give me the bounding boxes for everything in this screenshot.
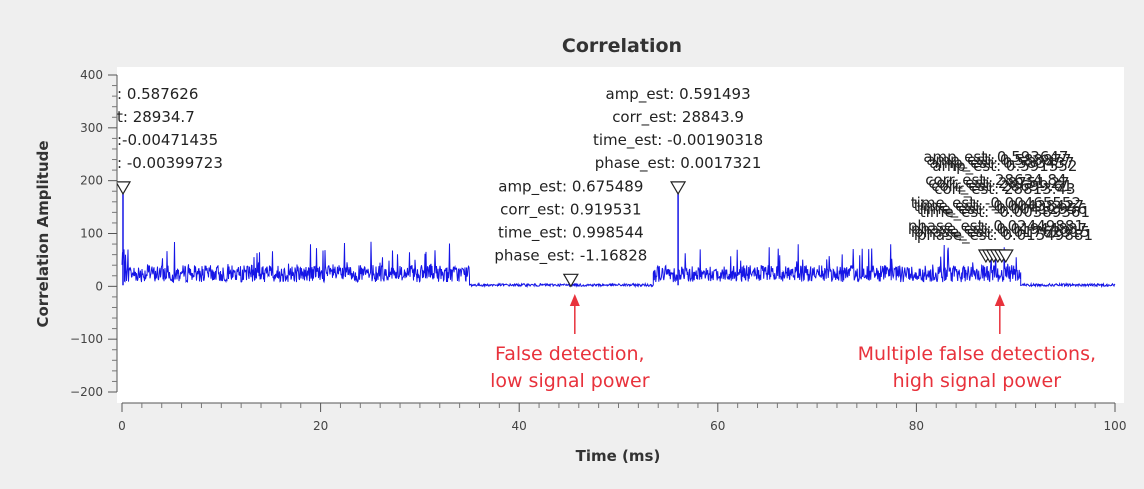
y-tick-label: 200 — [80, 174, 103, 188]
marker-label-line: amp_est: 0.675489 — [498, 177, 643, 196]
y-tick-label: 400 — [80, 68, 103, 82]
y-tick-label: 0 — [95, 279, 103, 293]
correlation-series-line — [121, 241, 1116, 289]
cluster-label-line: phase_est: 0.01549881 — [917, 226, 1093, 245]
detection-markers — [116, 181, 687, 288]
annotation-text: high signal power — [893, 370, 1062, 392]
cluster-label-line: time_est: -0.00438427 — [914, 197, 1084, 216]
detection-marker[interactable] — [116, 181, 132, 196]
y-tick-label: −200 — [70, 385, 103, 399]
marker-label-line: phase_est: -1.16828 — [494, 246, 647, 265]
cluster-marker[interactable] — [997, 249, 1014, 264]
y-tick-label: 100 — [80, 227, 103, 241]
cluster-label-line: amp_est: 0.583437 — [929, 154, 1074, 173]
marker-label-line: time_est: 0.998544 — [498, 223, 644, 242]
cluster-label-line: time_est: -0.00412956 — [917, 200, 1087, 219]
annotation-text: Multiple false detections, — [858, 343, 1096, 365]
x-tick-label: 40 — [512, 419, 527, 433]
marker-label-line: corr_est: 28843.9 — [612, 108, 744, 127]
detection-cluster: amp_est: 0.593647 corr_est: 28634.84 time_… — [908, 148, 1093, 264]
y-tick-label: 300 — [80, 121, 103, 135]
cluster-label-line: phase_est: 0.01762315 — [914, 223, 1090, 242]
annotation-text: low signal power — [490, 370, 650, 392]
cluster-label-line: corr_est: 28751.27 — [928, 174, 1069, 193]
x-tick-label: 20 — [313, 419, 328, 433]
marker-label-line: : 0.587626 — [117, 85, 198, 103]
chart-title: Correlation — [562, 35, 682, 57]
y-axis-ticks: 400 300 200 100 0 −100 −200 — [70, 68, 117, 399]
plot-area[interactable] — [117, 67, 1124, 403]
peak-spikes — [122, 193, 679, 286]
cluster-label-line: corr_est: 28634.84 — [925, 171, 1066, 190]
detection-marker[interactable] — [670, 181, 687, 196]
detection-marker[interactable] — [562, 273, 579, 288]
cluster-label-line: amp_est: 0.591552 — [932, 157, 1077, 176]
annotation-arrow-head — [569, 294, 580, 306]
annotation-arrow-head — [994, 294, 1005, 306]
cluster-label-line: time_est: -0.00389361 — [920, 203, 1090, 222]
annotations: False detection, low signal power Multiple… — [490, 294, 1096, 392]
marker-label-line: corr_est: 0.919531 — [500, 200, 641, 219]
cluster-label-line: phase_est: 0.02449881 — [908, 217, 1084, 236]
x-tick-label: 60 — [710, 419, 725, 433]
y-axis-title: Correlation Amplitude — [34, 140, 52, 327]
marker-label-line: : -0.00399723 — [117, 154, 223, 172]
cluster-label-line: corr_est: 28699.61 — [931, 177, 1072, 196]
x-tick-label: 100 — [1104, 419, 1127, 433]
x-tick-label: 80 — [909, 419, 924, 433]
marker-label-line: t: 28934.7 — [117, 108, 195, 126]
marker-label-line: :-0.00471435 — [117, 131, 218, 149]
marker-label-line: amp_est: 0.591493 — [606, 85, 751, 104]
cluster-label-line: phase_est: 0.01944887 — [911, 220, 1087, 239]
marker-label-line: time_est: -0.00190318 — [593, 131, 763, 150]
y-tick-label: −100 — [70, 332, 103, 346]
cluster-label-line: amp_est: 0.593647 — [923, 148, 1068, 167]
marker-label-line: phase_est: 0.0017321 — [595, 154, 762, 173]
x-tick-label: 0 — [118, 419, 126, 433]
cluster-label-line: corr_est: 28813.43 — [934, 180, 1075, 199]
cluster-label-line: time_est: -0.00465552 — [911, 194, 1081, 213]
x-axis-title: Time (ms) — [576, 447, 661, 465]
cluster-label-line: amp_est: 0.588877 — [926, 151, 1071, 170]
annotation-text: False detection, — [495, 343, 645, 365]
x-axis-ticks: 0 20 40 60 80 100 — [118, 403, 1126, 433]
marker-labels: : 0.587626 t: 28934.7 :-0.00471435 : -0.003… — [117, 85, 763, 265]
